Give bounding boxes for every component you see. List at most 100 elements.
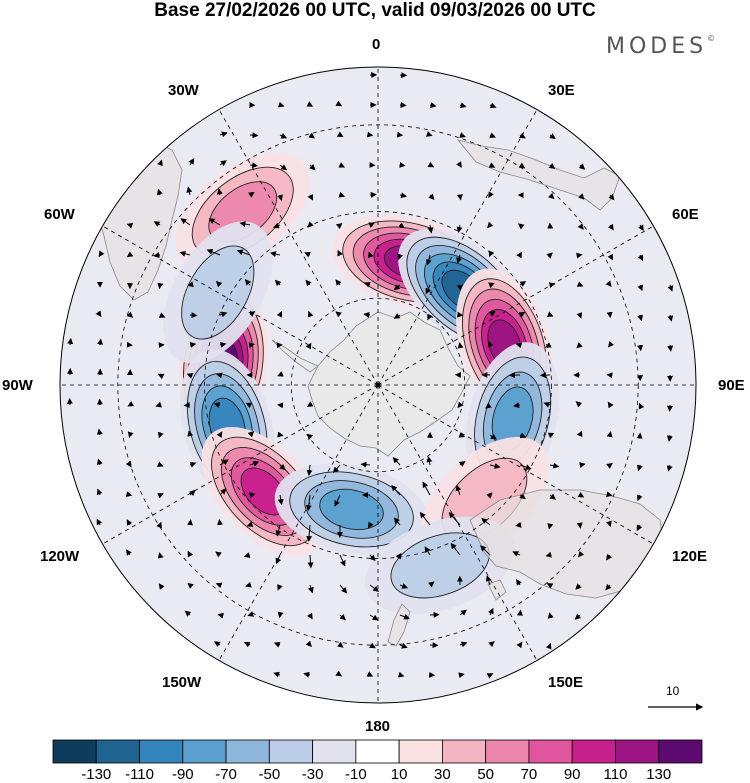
- wind-arrow: [338, 162, 346, 168]
- colorbar-tick-label: -50: [258, 766, 281, 783]
- latitude-circle: [117, 124, 639, 646]
- wind-arrow: [638, 402, 645, 410]
- wind-arrow: [576, 312, 583, 319]
- wind-arrow: [179, 250, 191, 257]
- wind-arrow: [332, 464, 341, 474]
- anomaly-contour: [319, 488, 384, 531]
- wind-arrow: [459, 609, 467, 616]
- wind-arrow: [369, 584, 380, 592]
- africa: [456, 139, 621, 211]
- anomaly-neg-9: [364, 516, 516, 615]
- wind-arrow: [189, 341, 197, 348]
- wind-arrow: [156, 188, 163, 196]
- wind-arrow: [275, 524, 282, 537]
- meridian: [377, 384, 654, 545]
- wind-arrow: [246, 521, 254, 527]
- wind-arrow: [273, 641, 281, 648]
- wind-arrow: [335, 222, 343, 230]
- wind-arrow: [577, 223, 584, 230]
- wind-arrow: [339, 614, 346, 621]
- lon-label-150e: 150E: [548, 674, 584, 691]
- wind-arrow: [367, 521, 374, 529]
- wind-arrow: [666, 434, 673, 442]
- wind-arrow: [219, 160, 227, 167]
- wind-arrow: [517, 223, 525, 230]
- wind-arrow: [607, 340, 615, 348]
- wind-arrow: [458, 672, 465, 679]
- graticule: [60, 67, 696, 703]
- wind-arrow: [488, 191, 494, 198]
- wind-arrow: [215, 280, 223, 288]
- colorbar-swatch: [268, 739, 314, 764]
- wind-arrow: [543, 401, 551, 408]
- wind-arrow: [187, 582, 194, 589]
- wind-arrow: [607, 253, 614, 261]
- meridian: [102, 384, 379, 545]
- wind-arrow: [547, 432, 555, 439]
- lon-label-60e: 60E: [672, 206, 699, 223]
- wind-arrow: [217, 519, 223, 526]
- wind-arrow: [307, 554, 314, 569]
- wind-arrow: [549, 493, 556, 500]
- wind-arrow: [360, 461, 371, 468]
- wind-arrow: [637, 314, 644, 322]
- wind-arrow: [666, 464, 673, 472]
- wind-arrow: [126, 549, 132, 556]
- wind-arrow: [424, 546, 431, 556]
- wind-arrow: [546, 583, 554, 589]
- wind-arrow: [605, 583, 612, 591]
- wind-arrow: [155, 401, 163, 408]
- wind-arrow: [335, 100, 343, 107]
- wind-arrow: [427, 313, 433, 321]
- wind-arrow: [636, 494, 643, 502]
- wind-arrow: [516, 251, 522, 259]
- wind-arrow: [488, 162, 496, 168]
- wind-arrow: [126, 251, 134, 258]
- wind-arrow: [638, 224, 644, 232]
- wind-arrow: [399, 192, 407, 199]
- wind-arrow: [369, 642, 376, 649]
- lon-label-90e: 90E: [718, 377, 745, 394]
- colorbar-swatch: [139, 739, 184, 764]
- wind-arrow: [578, 193, 585, 200]
- wind-arrow: [304, 252, 311, 258]
- wind-arrow: [307, 193, 313, 201]
- wind-arrow: [481, 518, 491, 526]
- wind-arrow: [637, 344, 644, 352]
- wind-arrow: [422, 481, 431, 496]
- wind-arrow: [157, 373, 165, 380]
- colorbar-tick-label: -70: [215, 766, 237, 783]
- colorbar-tick-label: 70: [520, 766, 538, 783]
- wind-arrow: [513, 402, 521, 409]
- wind-arrow: [339, 554, 346, 567]
- wind-arrow: [548, 192, 555, 200]
- wind-arrow: [273, 671, 281, 678]
- wind-arrow: [247, 191, 255, 198]
- wind-arrow: [213, 641, 221, 648]
- wind-arrow: [459, 102, 467, 109]
- wind-arrow: [307, 310, 314, 318]
- meridian: [377, 225, 654, 386]
- wind-arrow: [577, 491, 585, 498]
- wind-arrow: [157, 282, 164, 290]
- wind-arrow: [488, 641, 495, 648]
- wind-vectors: [66, 71, 674, 679]
- wind-arrow: [576, 430, 583, 438]
- colorbar-swatch: [52, 739, 97, 764]
- wind-arrow: [337, 249, 343, 257]
- wind-arrow: [545, 342, 552, 348]
- wind-arrow: [277, 101, 285, 108]
- wind-arrow: [519, 132, 526, 139]
- wind-arrow: [306, 101, 314, 107]
- meridian: [218, 109, 379, 386]
- wind-arrow: [399, 613, 410, 620]
- wind-arrow: [397, 671, 405, 678]
- wind-arrow: [249, 492, 256, 499]
- colorbar-tick-label: 110: [603, 766, 628, 783]
- wind-arrow: [398, 222, 405, 229]
- wind-arrow: [425, 254, 432, 266]
- wind-arrow: [485, 575, 492, 586]
- colorbar-tick-label: -30: [301, 766, 324, 783]
- wind-arrow: [279, 133, 288, 139]
- wind-arrow: [368, 222, 375, 228]
